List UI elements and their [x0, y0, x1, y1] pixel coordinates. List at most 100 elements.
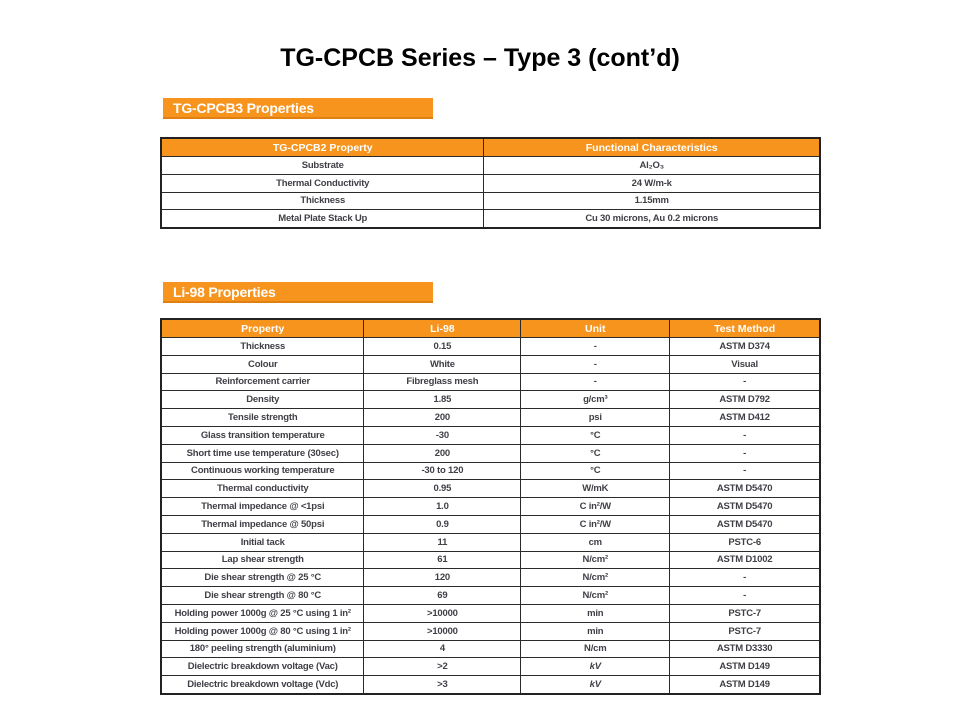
table-row: Die shear strength @ 25 °C 120 N/cm² - [160, 568, 821, 588]
table-cell: Lap shear strength [160, 550, 365, 570]
table-row: Thermal impedance @ <1psi 1.0 C in²/W ASTM … [160, 497, 821, 516]
table-cell: ASTM D412 [669, 408, 821, 427]
table-cell: min [520, 621, 671, 641]
table-cell: 1.0 [363, 497, 522, 516]
table-cell: Thermal conductivity [160, 479, 365, 499]
table-cell: Thickness [160, 337, 365, 356]
table-cell: Visual [669, 354, 821, 374]
column-header: Li-98 [363, 318, 522, 338]
table-row: Density 1.85 g/cm³ ASTM D792 [160, 390, 821, 410]
table-row: Initial tack 11 cm PSTC-6 [160, 532, 821, 552]
table-cell: -30 [363, 425, 522, 445]
table-cell: g/cm³ [520, 390, 671, 410]
table-cell: Density [160, 390, 365, 410]
table-cell: 69 [363, 586, 522, 605]
column-header: Unit [520, 318, 671, 338]
table-cell: W/mK [520, 479, 671, 499]
page-title: TG-CPCB Series – Type 3 (cont’d) [280, 44, 680, 72]
table-cell: - [669, 586, 821, 605]
table-cell: Substrate [160, 156, 485, 175]
table-cell: Glass transition temperature [160, 425, 365, 445]
table-row: Tensile strength 200 psi ASTM D412 [160, 408, 821, 427]
table-cell: ASTM D374 [669, 337, 821, 356]
table-cell: °C [520, 443, 671, 463]
table-cell: - [520, 372, 671, 392]
table-cell: - [669, 372, 821, 392]
table-cell: Thermal Conductivity [160, 173, 485, 193]
table-row: Thermal conductivity 0.95 W/mK ASTM D5470 [160, 479, 821, 499]
table-cell: ASTM D149 [669, 675, 821, 695]
table-cell: Thermal impedance @ 50psi [160, 514, 365, 534]
table-cell: kV [520, 675, 671, 695]
section-badge-tg-cpcb3-properties: TG-CPCB3 Properties [163, 98, 433, 119]
table-cell: Die shear strength @ 80 °C [160, 586, 365, 605]
table-cell: °C [520, 461, 671, 481]
table-cell: 61 [363, 550, 522, 570]
table-row: Dielectric breakdown voltage (Vac) >2 kV AS… [160, 657, 821, 677]
header-row: Property Li-98 Unit Test Method [160, 318, 821, 338]
table-cell: ASTM D5470 [669, 479, 821, 499]
table-cell: ASTM D792 [669, 390, 821, 410]
table-row: Thickness 0.15- ASTM D374 [160, 337, 821, 356]
table-cell: 4 [363, 639, 522, 659]
table-cell: psi [520, 408, 671, 427]
table-cell: 0.15 [363, 337, 522, 356]
table-cell: Thermal impedance @ <1psi [160, 497, 365, 516]
table-cell: Thickness [160, 191, 485, 211]
table-cell: White [363, 354, 522, 374]
table-cell: PSTC-7 [669, 603, 821, 623]
table-cell: - [520, 337, 671, 356]
section-badge-li-98-properties: Li-98 Properties [163, 282, 433, 303]
column-header: TG-CPCB2 Property [160, 137, 485, 157]
table-cell: Initial tack [160, 532, 365, 552]
table-cell: 200 [363, 443, 522, 463]
header-row: TG-CPCB2 Property Functional Characterist… [160, 137, 821, 157]
column-header: Test Method [669, 318, 821, 338]
table-cell: PSTC-7 [669, 621, 821, 641]
table-cell: PSTC-6 [669, 532, 821, 552]
table-row: Lap shear strength 61 N/cm² ASTM D1002 [160, 550, 821, 570]
column-header: Property [160, 318, 365, 338]
table-cell: Al₂O₃ [483, 156, 821, 175]
table-cell: Holding power 1000g @ 80 °C using 1 in² [160, 621, 365, 641]
table-cell: Dielectric breakdown voltage (Vdc) [160, 675, 365, 695]
table-cell: C in²/W [520, 514, 671, 534]
li-98-properties-table: Property Li-98 Unit Test Method Thickness 0.1… [160, 318, 821, 695]
table-cell: - [669, 461, 821, 481]
table-cell: 120 [363, 568, 522, 588]
table-cell: >10000 [363, 621, 522, 641]
table-cell: 0.95 [363, 479, 522, 499]
table-row: Reinforcement carrier Fibreglass mesh - - [160, 372, 821, 392]
table-cell: - [669, 425, 821, 445]
table-cell: ASTM D5470 [669, 514, 821, 534]
table-row: Short time use temperature (30sec) 200 °C - [160, 443, 821, 463]
table-row: Holding power 1000g @ 25 °C using 1 in² >… [160, 603, 821, 623]
table-cell: N/cm [520, 639, 671, 659]
table-row: Colour White - Visual [160, 354, 821, 374]
table-row: Metal Plate Stack Up Cu 30 microns, Au 0.… [160, 209, 821, 229]
table-cell: Holding power 1000g @ 25 °C using 1 in² [160, 603, 365, 623]
table-cell: ASTM D149 [669, 657, 821, 677]
table-row: Thickness 1.15mm [160, 191, 821, 211]
table-cell: ASTM D5470 [669, 497, 821, 516]
table-cell: Colour [160, 354, 365, 374]
table-cell: kV [520, 657, 671, 677]
table-row: Continuous working temperature -30 to 120… [160, 461, 821, 481]
column-header: Functional Characteristics [483, 137, 821, 157]
table-cell: °C [520, 425, 671, 445]
table-cell: 24 W/m-k [483, 173, 821, 193]
table-row: Thermal impedance @ 50psi 0.9 C in²/W ASTM … [160, 514, 821, 534]
table-cell: Fibreglass mesh [363, 372, 522, 392]
table-row: 180° peeling strength (aluminium) 4 N/cm AS… [160, 639, 821, 659]
table-cell: N/cm² [520, 586, 671, 605]
table-cell: ASTM D1002 [669, 550, 821, 570]
table-cell: Dielectric breakdown voltage (Vac) [160, 657, 365, 677]
table-cell: cm [520, 532, 671, 552]
table-cell: Die shear strength @ 25 °C [160, 568, 365, 588]
table-cell: Tensile strength [160, 408, 365, 427]
table-cell: Short time use temperature (30sec) [160, 443, 365, 463]
table-cell: ASTM D3330 [669, 639, 821, 659]
table-cell: Cu 30 microns, Au 0.2 microns [483, 209, 821, 229]
table-cell: 0.9 [363, 514, 522, 534]
